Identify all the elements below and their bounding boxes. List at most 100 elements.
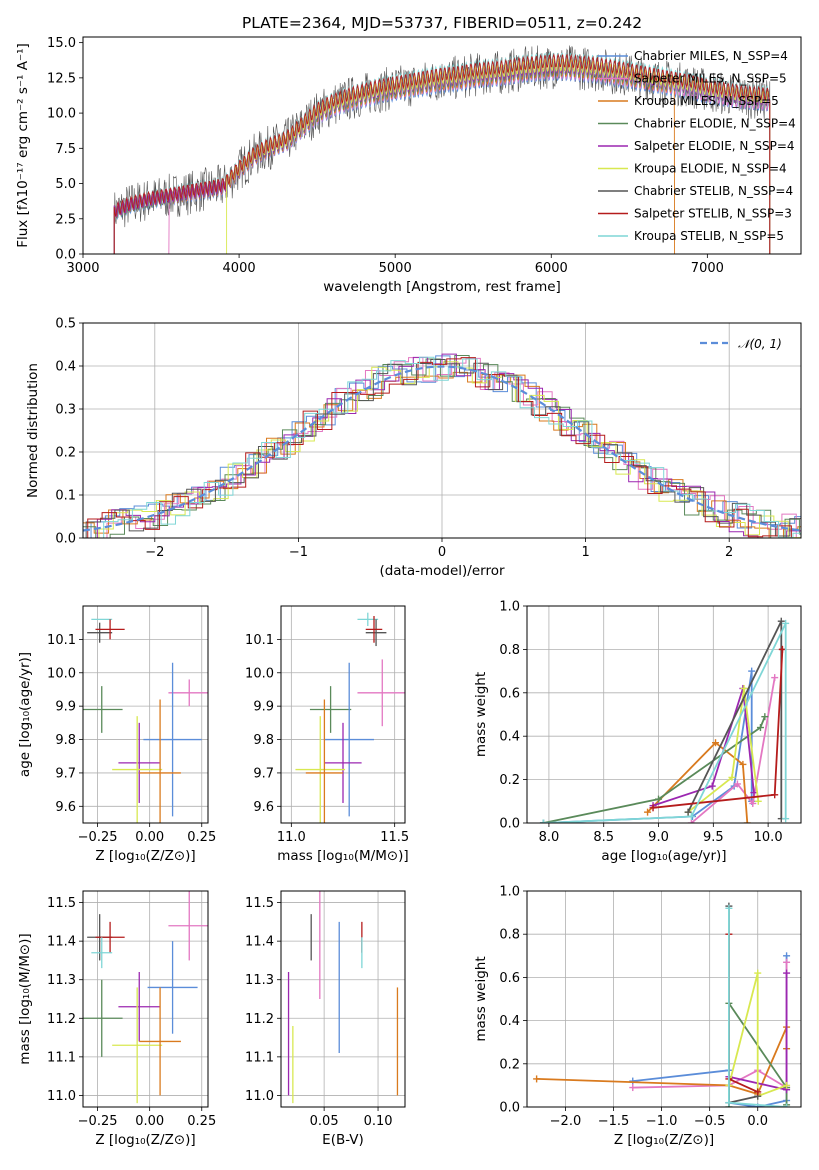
errorbar-point xyxy=(83,686,123,733)
plus-marker xyxy=(743,819,751,823)
x-tick-label: −0.25 xyxy=(78,1114,118,1129)
errorbar-point xyxy=(118,722,161,803)
plus-marker xyxy=(725,1099,733,1107)
plus-marker xyxy=(782,815,790,823)
y-tick-label: 0.6 xyxy=(499,971,520,986)
x-tick-label: 0.25 xyxy=(187,830,216,845)
y-tick-label: 0.1 xyxy=(55,489,76,504)
plus-marker xyxy=(684,808,692,816)
y-tick-label: 0.4 xyxy=(499,730,520,745)
plot-area xyxy=(113,45,771,254)
legend-label: Chabrier STELIB, N_SSP=4 xyxy=(634,184,793,198)
y-tick-label: 11.5 xyxy=(47,896,76,911)
errorbar-point xyxy=(309,686,352,733)
plus-marker xyxy=(761,713,769,721)
plus-marker xyxy=(739,760,747,768)
plus-marker xyxy=(783,969,791,977)
y-tick-label: 0.5 xyxy=(55,317,76,332)
y-tick-label: 11.3 xyxy=(47,973,76,988)
y-tick-label: 0.8 xyxy=(499,643,520,658)
x-tick-label: −0.25 xyxy=(78,830,118,845)
plus-marker xyxy=(783,952,791,960)
x-tick-label: −0.5 xyxy=(694,1114,726,1129)
plus-marker xyxy=(777,617,785,625)
plus-marker xyxy=(771,791,779,799)
y-tick-label: 11.3 xyxy=(245,973,274,988)
y-tick-label: 2.5 xyxy=(55,212,76,227)
axes-frame xyxy=(280,890,406,1108)
y-tick-label: 11.0 xyxy=(245,1089,274,1104)
x-tick-label: 8.5 xyxy=(593,830,614,845)
x-tick-label: −2.0 xyxy=(550,1114,582,1129)
plus-marker xyxy=(629,1084,637,1092)
histogram-step xyxy=(84,361,801,538)
plus-marker xyxy=(687,812,695,820)
plus-marker xyxy=(748,667,756,675)
x-axis-label: mass [log₁₀(M/M⊙)] xyxy=(277,848,408,864)
errorbar-point xyxy=(95,921,125,953)
panel-5: 8.0 8.5 9.0 9.5 10.0 0.0 0.2 0.4 0.6 0.8 1.0 age [l… xyxy=(473,600,802,864)
errorbar-point xyxy=(357,612,379,627)
errorbar-point xyxy=(112,987,163,1104)
plus-marker xyxy=(754,969,762,977)
y-axis-label: mass [log₁₀(M/M⊙)] xyxy=(17,933,33,1064)
plus-marker xyxy=(733,780,741,788)
x-axis-label: E(B-V) xyxy=(322,1132,364,1148)
mass-weight-line xyxy=(543,623,787,823)
legend: 𝒩(0, 1) xyxy=(700,337,782,351)
y-axis-label: Flux [fλ10⁻¹⁷ erg cm⁻² s⁻¹ A⁻¹] xyxy=(15,43,31,248)
mass-weight-line xyxy=(652,688,755,807)
y-tick-label: 1.0 xyxy=(499,600,520,615)
y-tick-label: 11.4 xyxy=(245,935,274,950)
x-tick-label: 4000 xyxy=(223,261,256,276)
plus-marker xyxy=(750,789,758,797)
x-tick-label: −2 xyxy=(145,545,164,560)
errorbar-point xyxy=(95,619,125,640)
y-tick-label: 11.2 xyxy=(47,1012,76,1027)
y-tick-label: 0.3 xyxy=(55,403,76,418)
legend: Chabrier MILES, N_SSP=4 Salpeter MILES, N… xyxy=(598,49,796,243)
x-axis-label: Z [log₁₀(Z/Z⊙)] xyxy=(614,1132,714,1148)
panel-1: 3000 4000 5000 6000 7000 0.0 2.5 5.0 7.5 10.0 12.5… xyxy=(15,14,802,295)
x-tick-label: 0 xyxy=(438,545,446,560)
errorbar-point xyxy=(83,979,123,1057)
mass-weight-line xyxy=(543,716,766,823)
chart-title: PLATE=2364, MJD=53737, FIBERID=0511, z=0… xyxy=(242,14,642,32)
normal-curve xyxy=(83,365,801,532)
plus-marker xyxy=(783,958,791,966)
spectrum-line xyxy=(113,52,771,254)
y-tick-label: 0.0 xyxy=(499,1101,520,1116)
errorbar-point xyxy=(112,716,163,823)
y-tick-label: 0.4 xyxy=(55,360,76,375)
x-axis-label: age [log₁₀(age/yr)] xyxy=(601,848,726,864)
axes-frame xyxy=(82,890,209,1108)
histogram-step xyxy=(85,358,801,538)
y-tick-label: 1.0 xyxy=(499,885,520,900)
y-axis-label: Normed distribution xyxy=(25,363,41,498)
plus-marker xyxy=(782,619,790,627)
plus-marker xyxy=(740,684,748,692)
panel-6: −0.25 0.00 0.25 11.0 11.1 11.2 11.3 11.4 11.5 Z [… xyxy=(17,890,216,1148)
y-axis-label: mass weight xyxy=(473,956,489,1041)
y-tick-label: 9.8 xyxy=(55,733,76,748)
panel-7: 0.05 0.10 11.0 11.1 11.2 11.3 11.4 11.5 E(B-V) xyxy=(245,890,406,1148)
plot-area xyxy=(287,891,399,1104)
panel-8: −2.0 −1.5 −1.0 −0.5 0.0 0.0 0.2 0.4 0.6 0.8 1.0 Z [… xyxy=(473,885,802,1148)
x-tick-label: 0.05 xyxy=(310,1114,339,1129)
plus-marker xyxy=(708,782,716,790)
plot-area xyxy=(83,618,208,823)
x-tick-label: −1.5 xyxy=(598,1114,630,1129)
y-tick-label: 0.0 xyxy=(499,817,520,832)
x-tick-label: 0.0 xyxy=(747,1114,768,1129)
plus-marker xyxy=(754,1088,762,1096)
errorbar-point xyxy=(168,679,208,707)
plot-area xyxy=(83,891,208,1104)
plot-area xyxy=(533,902,791,1107)
x-tick-label: 2 xyxy=(725,545,733,560)
y-tick-label: 10.0 xyxy=(47,666,76,681)
plus-marker xyxy=(712,739,720,747)
plot-area xyxy=(539,617,790,823)
y-tick-label: 12.5 xyxy=(47,71,76,86)
legend-label: Kroupa STELIB, N_SSP=5 xyxy=(634,229,784,243)
plus-marker xyxy=(749,799,757,807)
